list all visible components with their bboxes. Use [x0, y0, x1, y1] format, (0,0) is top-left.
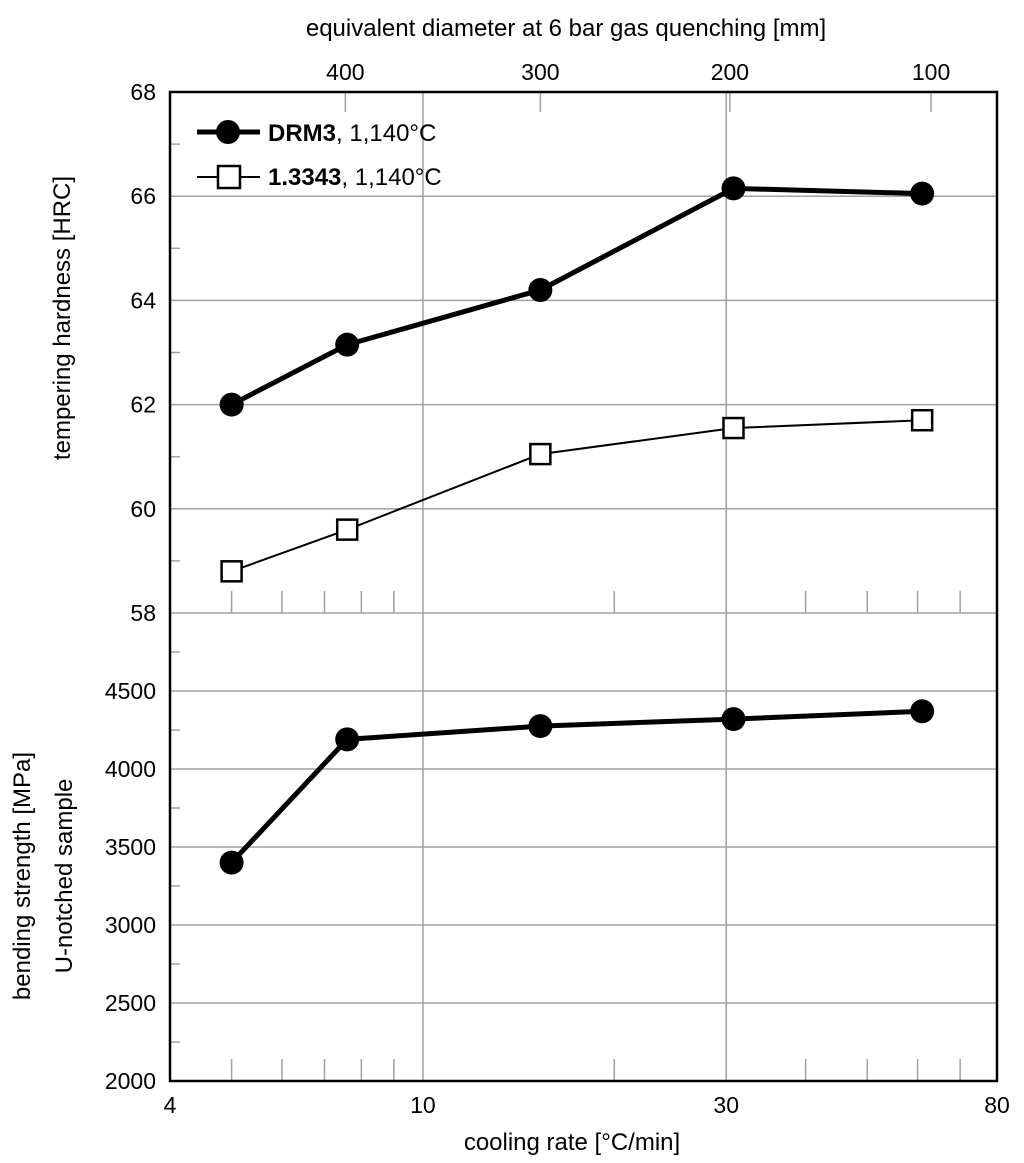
y-tick-label-lower: 2000: [105, 1068, 156, 1094]
drm3-hardness-point: [721, 176, 746, 201]
13343-hardness-point: [529, 442, 552, 466]
drm3-hardness-point: [219, 392, 244, 417]
x-tick-label: 10: [410, 1092, 436, 1118]
y-tick-label-lower: 2500: [105, 990, 156, 1016]
13343-hardness-line: [231, 419, 923, 573]
plot-frame: [168, 90, 999, 1083]
top-axis-label: equivalent diameter at 6 bar gas quenchi…: [306, 15, 826, 42]
drm3-hardness-point: [528, 277, 553, 302]
upper-y-axis-label: tempering hardness [HRC]: [49, 176, 76, 460]
y-tick-label-lower: 4500: [105, 678, 156, 704]
y-tick-label-upper: 66: [130, 183, 156, 209]
legend-label-drm3: DRM3, 1,140°C: [268, 120, 436, 147]
drm3-bending-line: [229, 708, 923, 865]
drm3-bending-point: [335, 727, 360, 752]
tick-marks: [170, 92, 961, 1081]
y-tick-label-upper: 64: [130, 287, 156, 313]
drm3-bending-point: [721, 707, 746, 732]
13343-hardness-point: [722, 416, 745, 440]
legend: DRM3, 1,140°C 1.3343, 1,140°C: [197, 120, 442, 191]
drm3-bending-point: [528, 714, 553, 739]
grid: [170, 91, 997, 1082]
top-tick-label: 100: [912, 59, 950, 85]
y-tick-label-lower: 3000: [105, 912, 156, 938]
y-tick-label-upper: 60: [130, 496, 156, 522]
legend-marker-drm3: [216, 120, 240, 144]
legend-marker-13343: [216, 164, 242, 190]
lower-y-axis-label-line2: U-notched sample: [51, 779, 78, 974]
y-tick-label-lower: 4000: [105, 756, 156, 782]
top-tick-label: 300: [521, 59, 559, 85]
lower-y-axis-label-line1: bending strength [MPa]: [9, 752, 36, 1000]
13343-hardness-point: [335, 518, 359, 541]
series-layer: [219, 176, 935, 875]
x-axis-label: cooling rate [°C/min]: [464, 1129, 680, 1156]
13343-hardness-point: [220, 560, 243, 583]
top-tick-label: 400: [326, 59, 364, 85]
13343-hardness-point: [910, 408, 934, 432]
drm3-hardness-point: [910, 181, 935, 206]
x-tick-label: 80: [984, 1092, 1010, 1118]
drm3-hardness-point: [335, 332, 360, 357]
drm3-hardness-line: [230, 185, 923, 407]
tick-labels: 58 60 62 64 66 68 2000 2500 3000 3500 4000 4500 4 10 3…: [105, 59, 1010, 1118]
y-tick-label-upper: 68: [130, 79, 156, 105]
drm3-bending-point: [219, 850, 244, 875]
top-tick-label: 200: [711, 59, 749, 85]
y-tick-label-upper: 62: [130, 392, 156, 418]
y-tick-label-lower: 3500: [105, 834, 156, 860]
drm3-bending-point: [910, 699, 935, 724]
x-tick-label: 4: [164, 1092, 177, 1118]
x-tick-label: 30: [713, 1092, 739, 1118]
legend-label-13343: 1.3343, 1,140°C: [268, 164, 442, 191]
y-tick-label-upper: 58: [130, 600, 156, 626]
